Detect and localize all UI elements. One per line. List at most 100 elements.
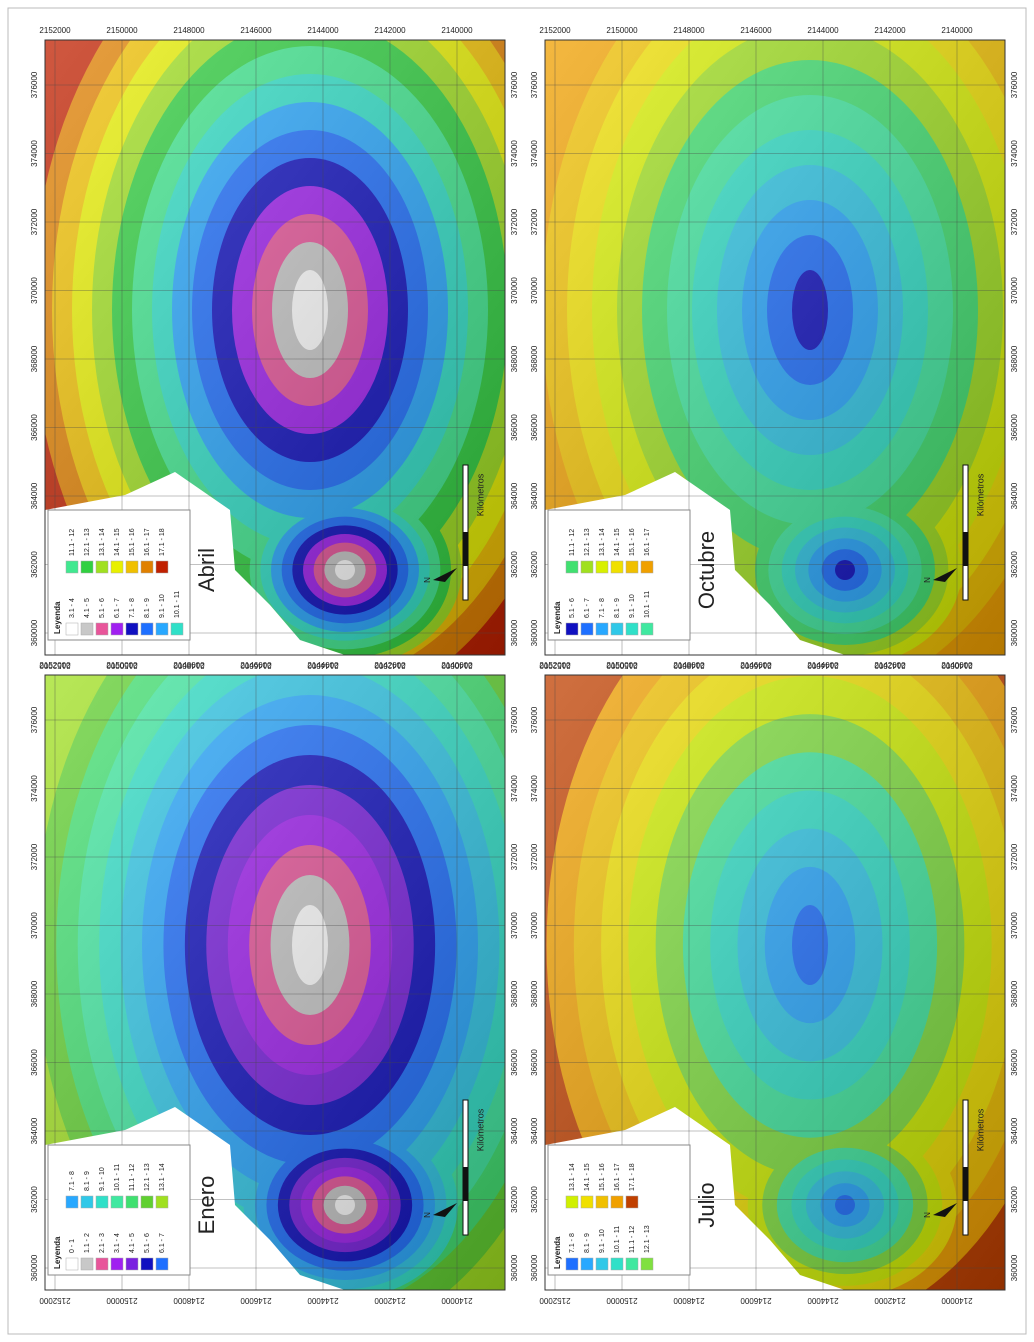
- legend-label: 3.1 - 4: [114, 1233, 121, 1253]
- y-tick-label: 374000: [1010, 775, 1019, 802]
- y-tick-label: 368000: [30, 345, 39, 372]
- y-tick-label: 374000: [510, 775, 519, 802]
- y-tick-label: 376000: [510, 71, 519, 98]
- x-tick-label: 2144000: [307, 661, 339, 670]
- legend-label: 14.1 - 15: [114, 528, 121, 556]
- month-label: Enero: [194, 1176, 219, 1235]
- y-tick-label: 376000: [530, 71, 539, 98]
- legend-swatch: [96, 623, 108, 635]
- legend-swatch: [581, 561, 593, 573]
- y-tick-label: 376000: [530, 706, 539, 733]
- y-tick-label: 364000: [510, 482, 519, 509]
- legend-label: 6.1 - 7: [159, 1233, 166, 1253]
- legend-label: 3.1 - 4: [69, 598, 76, 618]
- y-tick-label: 362000: [530, 1186, 539, 1213]
- legend-label: 12.1 - 13: [84, 528, 91, 556]
- map-panel: 2152000215200021500002150000214800021480…: [517, 0, 1034, 735]
- legend-label: 15.1 - 16: [129, 528, 136, 556]
- legend-label: 9.1 - 10: [599, 1229, 606, 1253]
- y-tick-label: 360000: [530, 619, 539, 646]
- legend-swatch: [641, 561, 653, 573]
- y-tick-label: 370000: [1010, 912, 1019, 939]
- y-tick-label: 360000: [1010, 1254, 1019, 1281]
- y-tick-label: 368000: [1010, 980, 1019, 1007]
- x-tick-label: 2146000: [740, 1296, 772, 1305]
- y-tick-label: 372000: [1010, 843, 1019, 870]
- x-tick-label: 2140000: [441, 661, 473, 670]
- y-tick-label: 374000: [30, 775, 39, 802]
- y-tick-label: 370000: [530, 912, 539, 939]
- scale-bar-fill: [963, 1167, 968, 1201]
- y-tick-label: 374000: [1010, 140, 1019, 167]
- legend-label: 8.1 - 9: [584, 1233, 591, 1253]
- legend-label: 13.1 - 14: [599, 528, 606, 556]
- legend-label: 8.1 - 9: [614, 598, 621, 618]
- legend-swatch: [596, 623, 608, 635]
- legend-swatch: [596, 1196, 608, 1208]
- legend-label: 12.1 - 13: [144, 1163, 151, 1191]
- x-tick-label: 2148000: [173, 661, 205, 670]
- y-tick-label: 374000: [530, 140, 539, 167]
- map-panel: 2152000215200021500002150000214800021480…: [12, 0, 608, 742]
- x-tick-label: 2150000: [606, 1296, 638, 1305]
- y-tick-label: 366000: [530, 1049, 539, 1076]
- y-tick-label: 364000: [1010, 482, 1019, 509]
- x-tick-label: 2152000: [539, 26, 571, 35]
- legend-swatch: [626, 1196, 638, 1208]
- y-tick-label: 364000: [1010, 1117, 1019, 1144]
- y-tick-label: 360000: [530, 1254, 539, 1281]
- x-tick-label: 2144000: [807, 661, 839, 670]
- y-tick-label: 370000: [1010, 277, 1019, 304]
- y-tick-label: 364000: [530, 1117, 539, 1144]
- y-tick-label: 372000: [530, 208, 539, 235]
- x-tick-label: 2140000: [441, 1296, 473, 1305]
- y-tick-label: 370000: [510, 277, 519, 304]
- legend-swatch: [566, 1258, 578, 1270]
- legend-swatch: [641, 1258, 653, 1270]
- y-tick-label: 372000: [530, 843, 539, 870]
- legend-label: 5.1 - 6: [144, 1233, 151, 1253]
- legend-swatch: [611, 1258, 623, 1270]
- legend-title: Leyenda: [553, 601, 562, 634]
- legend-label: 15.1 - 16: [599, 1163, 606, 1191]
- x-tick-label: 2150000: [106, 661, 138, 670]
- legend-label: 11.1 - 12: [129, 1164, 136, 1191]
- y-tick-label: 366000: [510, 414, 519, 441]
- legend-label: 7.1 - 8: [599, 598, 606, 618]
- y-tick-label: 364000: [530, 482, 539, 509]
- x-tick-label: 2142000: [374, 1296, 406, 1305]
- legend-label: 11.1 - 12: [569, 529, 576, 556]
- legend-swatch: [566, 1196, 578, 1208]
- legend-label: 9.1 - 10: [159, 594, 166, 618]
- y-tick-label: 366000: [1010, 1049, 1019, 1076]
- legend-label: 13.1 - 14: [569, 1163, 576, 1191]
- y-tick-label: 366000: [510, 1049, 519, 1076]
- north-label: N: [423, 577, 432, 583]
- x-tick-label: 2152000: [39, 661, 71, 670]
- y-tick-label: 362000: [30, 551, 39, 578]
- x-tick-label: 2148000: [173, 1296, 205, 1305]
- legend-swatch: [141, 561, 153, 573]
- y-tick-label: 374000: [530, 775, 539, 802]
- y-tick-label: 376000: [1010, 71, 1019, 98]
- legend-label: 2.1 - 3: [99, 1233, 106, 1253]
- legend-label: 7.1 - 8: [569, 1233, 576, 1253]
- legend-swatch: [126, 561, 138, 573]
- y-tick-label: 370000: [510, 912, 519, 939]
- legend-label: 12.1 - 13: [584, 528, 591, 556]
- y-tick-label: 366000: [30, 414, 39, 441]
- legend-label: 13.1 - 14: [99, 528, 106, 556]
- legend-label: 12.1 - 13: [644, 1225, 651, 1253]
- legend-label: 4.1 - 5: [84, 598, 91, 618]
- legend-swatch: [126, 1258, 138, 1270]
- legend-swatch: [111, 1196, 123, 1208]
- x-tick-label: 2140000: [941, 26, 973, 35]
- month-label: Julio: [694, 1182, 719, 1227]
- x-tick-label: 2144000: [307, 26, 339, 35]
- y-tick-label: 374000: [510, 140, 519, 167]
- north-label: N: [423, 1212, 432, 1218]
- legend-swatch: [111, 561, 123, 573]
- scale-bar-fill: [463, 1167, 468, 1201]
- y-tick-label: 368000: [510, 345, 519, 372]
- legend-swatch: [596, 1258, 608, 1270]
